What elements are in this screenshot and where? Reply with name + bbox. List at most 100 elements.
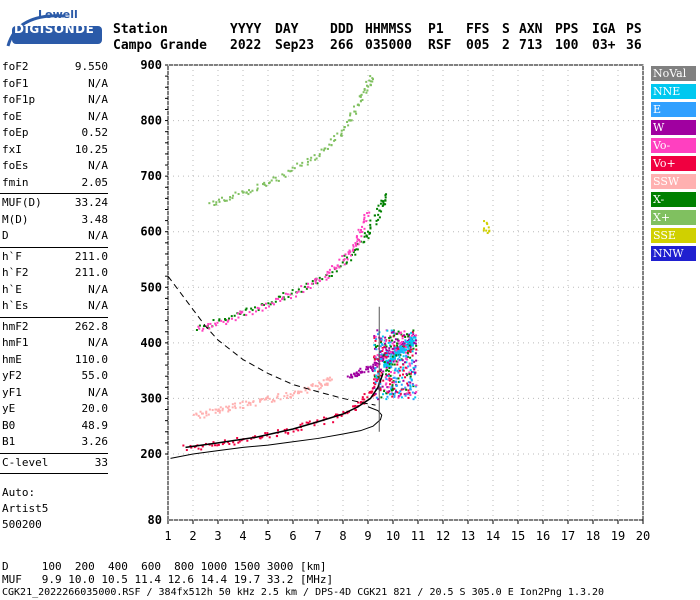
data-point (375, 223, 378, 226)
param-value: 2.05 (81, 175, 109, 189)
data-point (360, 99, 363, 102)
data-point (383, 388, 386, 391)
data-point (382, 379, 385, 382)
data-point (381, 348, 384, 351)
data-point (385, 378, 388, 381)
data-point (257, 309, 260, 312)
data-point (382, 355, 385, 358)
data-point (326, 384, 329, 387)
param-name: yF2 (2, 369, 22, 382)
data-point (396, 344, 399, 347)
data-point (324, 275, 327, 278)
data-point (394, 389, 397, 392)
data-point (387, 360, 390, 363)
data-point (412, 371, 415, 374)
x-tick-label: 13 (461, 529, 475, 543)
data-point (395, 351, 398, 354)
data-point (268, 397, 271, 400)
data-point (382, 203, 385, 206)
data-point (215, 408, 218, 411)
data-point (376, 344, 379, 347)
data-point (368, 231, 371, 234)
data-point (296, 162, 299, 165)
data-point (389, 336, 392, 339)
data-point (385, 382, 388, 385)
data-point (404, 335, 407, 338)
data-point (300, 290, 303, 293)
param-value: 3.26 (81, 435, 109, 448)
data-point (340, 134, 343, 137)
data-point (262, 183, 265, 186)
data-point (346, 375, 349, 378)
data-point (350, 259, 353, 262)
data-point (407, 335, 410, 338)
data-point (375, 348, 378, 351)
data-point (388, 336, 391, 339)
data-point (389, 358, 392, 361)
param-name: foF2 (2, 60, 29, 73)
data-point (286, 394, 289, 397)
profile-dashed-line (167, 275, 376, 406)
data-point (357, 243, 360, 246)
data-point (329, 138, 332, 141)
data-point (318, 387, 321, 390)
data-point (397, 332, 400, 335)
x-tick-label: 2 (189, 529, 196, 543)
data-point (252, 400, 255, 403)
data-point (234, 407, 237, 410)
data-point (241, 190, 244, 193)
data-point (325, 382, 328, 385)
legend-item: W (651, 120, 696, 135)
param-value: 262.8 (74, 319, 108, 333)
data-point (401, 359, 404, 362)
data-point (307, 421, 310, 424)
data-point (249, 403, 252, 406)
data-point (401, 342, 404, 345)
data-point (388, 349, 391, 352)
data-point (408, 373, 411, 376)
data-point (289, 393, 292, 396)
data-point (382, 393, 385, 396)
data-point (400, 396, 403, 399)
data-point (363, 89, 366, 92)
data-point (291, 289, 294, 292)
auto-artist: Artist5 (2, 502, 49, 515)
data-point (397, 396, 400, 399)
param-value: N/A (88, 76, 108, 90)
data-point (410, 331, 413, 334)
data-point (276, 429, 279, 432)
data-point (394, 367, 397, 370)
data-point (367, 237, 370, 240)
param-row: h`E N/A (2, 283, 108, 297)
data-point (391, 384, 394, 387)
data-point (373, 335, 376, 338)
data-point (380, 371, 383, 374)
header-row2-cell: 100 (555, 38, 579, 53)
data-point (395, 380, 398, 383)
data-point (195, 328, 198, 331)
data-point (321, 278, 324, 281)
data-point (308, 388, 311, 391)
data-point (248, 189, 251, 192)
data-point (376, 354, 379, 357)
data-point (375, 396, 378, 399)
data-point (219, 406, 222, 409)
data-point (297, 290, 300, 293)
data-point (341, 255, 344, 258)
header-row1-cell: IGA (592, 22, 616, 37)
data-point (370, 390, 373, 393)
x-tick-label: 9 (364, 529, 371, 543)
data-point (294, 390, 297, 393)
data-point (396, 342, 399, 345)
data-point (394, 346, 397, 349)
x-tick-label: 19 (611, 529, 625, 543)
data-point (383, 365, 386, 368)
data-point (385, 345, 388, 348)
data-point (382, 359, 385, 362)
data-point (402, 366, 405, 369)
data-point (336, 132, 339, 135)
data-point (407, 346, 410, 349)
param-row: foEp 0.52 (2, 126, 108, 140)
param-row: h`F 211.0 (2, 250, 108, 264)
data-point (398, 374, 401, 377)
